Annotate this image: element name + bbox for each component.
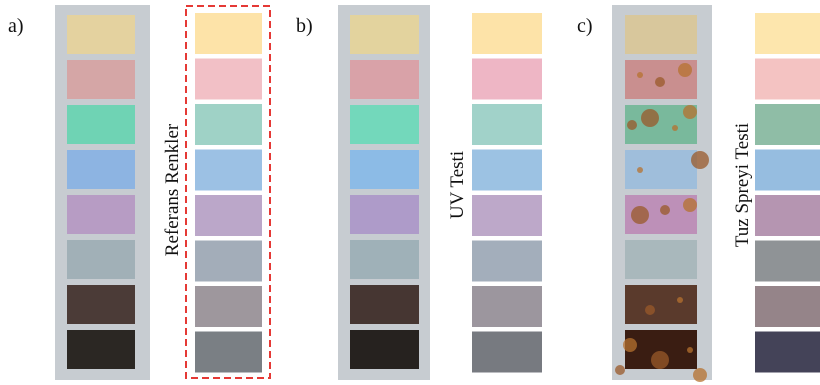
panel-caption: UV Testi (447, 151, 468, 219)
color-swatch (625, 150, 697, 189)
color-swatch (67, 150, 135, 189)
color-swatch (67, 330, 135, 369)
reference-swatch (472, 195, 542, 236)
color-swatch (67, 285, 135, 324)
rust-spot (637, 72, 643, 78)
reference-swatch (755, 104, 820, 145)
rust-spot (631, 206, 649, 224)
panel-label: a) (8, 15, 24, 37)
rust-spot (645, 305, 655, 315)
reference-swatch (472, 332, 542, 373)
rust-spot (672, 125, 678, 131)
color-swatch (350, 15, 419, 54)
rust-spot (627, 120, 637, 130)
color-swatch (350, 330, 419, 369)
reference-swatch (755, 150, 820, 191)
reference-swatch (195, 59, 262, 100)
color-swatch (350, 195, 419, 234)
reference-swatch (472, 104, 542, 145)
rust-spot (683, 105, 697, 119)
reference-swatch (755, 59, 820, 100)
color-swatch (625, 15, 697, 54)
color-swatch (67, 60, 135, 99)
panel-caption: Tuz Spreyi Testi (732, 123, 753, 247)
reference-swatch (195, 286, 262, 327)
rust-spot (677, 297, 683, 303)
reference-swatch (195, 104, 262, 145)
rust-spot (623, 338, 637, 352)
rust-spot (660, 205, 670, 215)
reference-swatch (195, 241, 262, 282)
reference-swatch (472, 286, 542, 327)
reference-swatch (472, 241, 542, 282)
panel-label: b) (296, 15, 313, 37)
reference-swatch (755, 13, 820, 54)
color-swatch (350, 60, 419, 99)
color-swatch (67, 240, 135, 279)
reference-swatch (472, 13, 542, 54)
rust-spot (678, 63, 692, 77)
rust-spot (641, 109, 659, 127)
panel-label: c) (577, 15, 593, 37)
reference-swatch (195, 13, 262, 54)
reference-swatch (195, 195, 262, 236)
rust-spot (691, 151, 709, 169)
color-swatch (67, 195, 135, 234)
color-swatch (350, 105, 419, 144)
reference-swatch (755, 332, 820, 373)
color-swatch (350, 285, 419, 324)
reference-swatch (195, 332, 262, 373)
color-swatch (625, 240, 697, 279)
color-swatch (67, 15, 135, 54)
rust-spot (637, 167, 643, 173)
figure: a) b) c) Referans Renkler UV Testi Tuz S… (0, 0, 820, 385)
reference-swatch (472, 150, 542, 191)
rust-spot (651, 351, 669, 369)
panel-caption: Referans Renkler (162, 123, 183, 256)
rust-spot (615, 365, 625, 375)
reference-swatch (195, 150, 262, 191)
rust-spot (687, 347, 693, 353)
reference-swatch (755, 195, 820, 236)
rust-spot (655, 77, 665, 87)
rust-spot (693, 368, 707, 382)
rust-spot (683, 198, 697, 212)
reference-swatch (755, 286, 820, 327)
reference-swatch (755, 241, 820, 282)
color-swatch (350, 240, 419, 279)
color-swatch (350, 150, 419, 189)
color-swatch (625, 285, 697, 324)
color-swatch (67, 105, 135, 144)
reference-swatch (472, 59, 542, 100)
